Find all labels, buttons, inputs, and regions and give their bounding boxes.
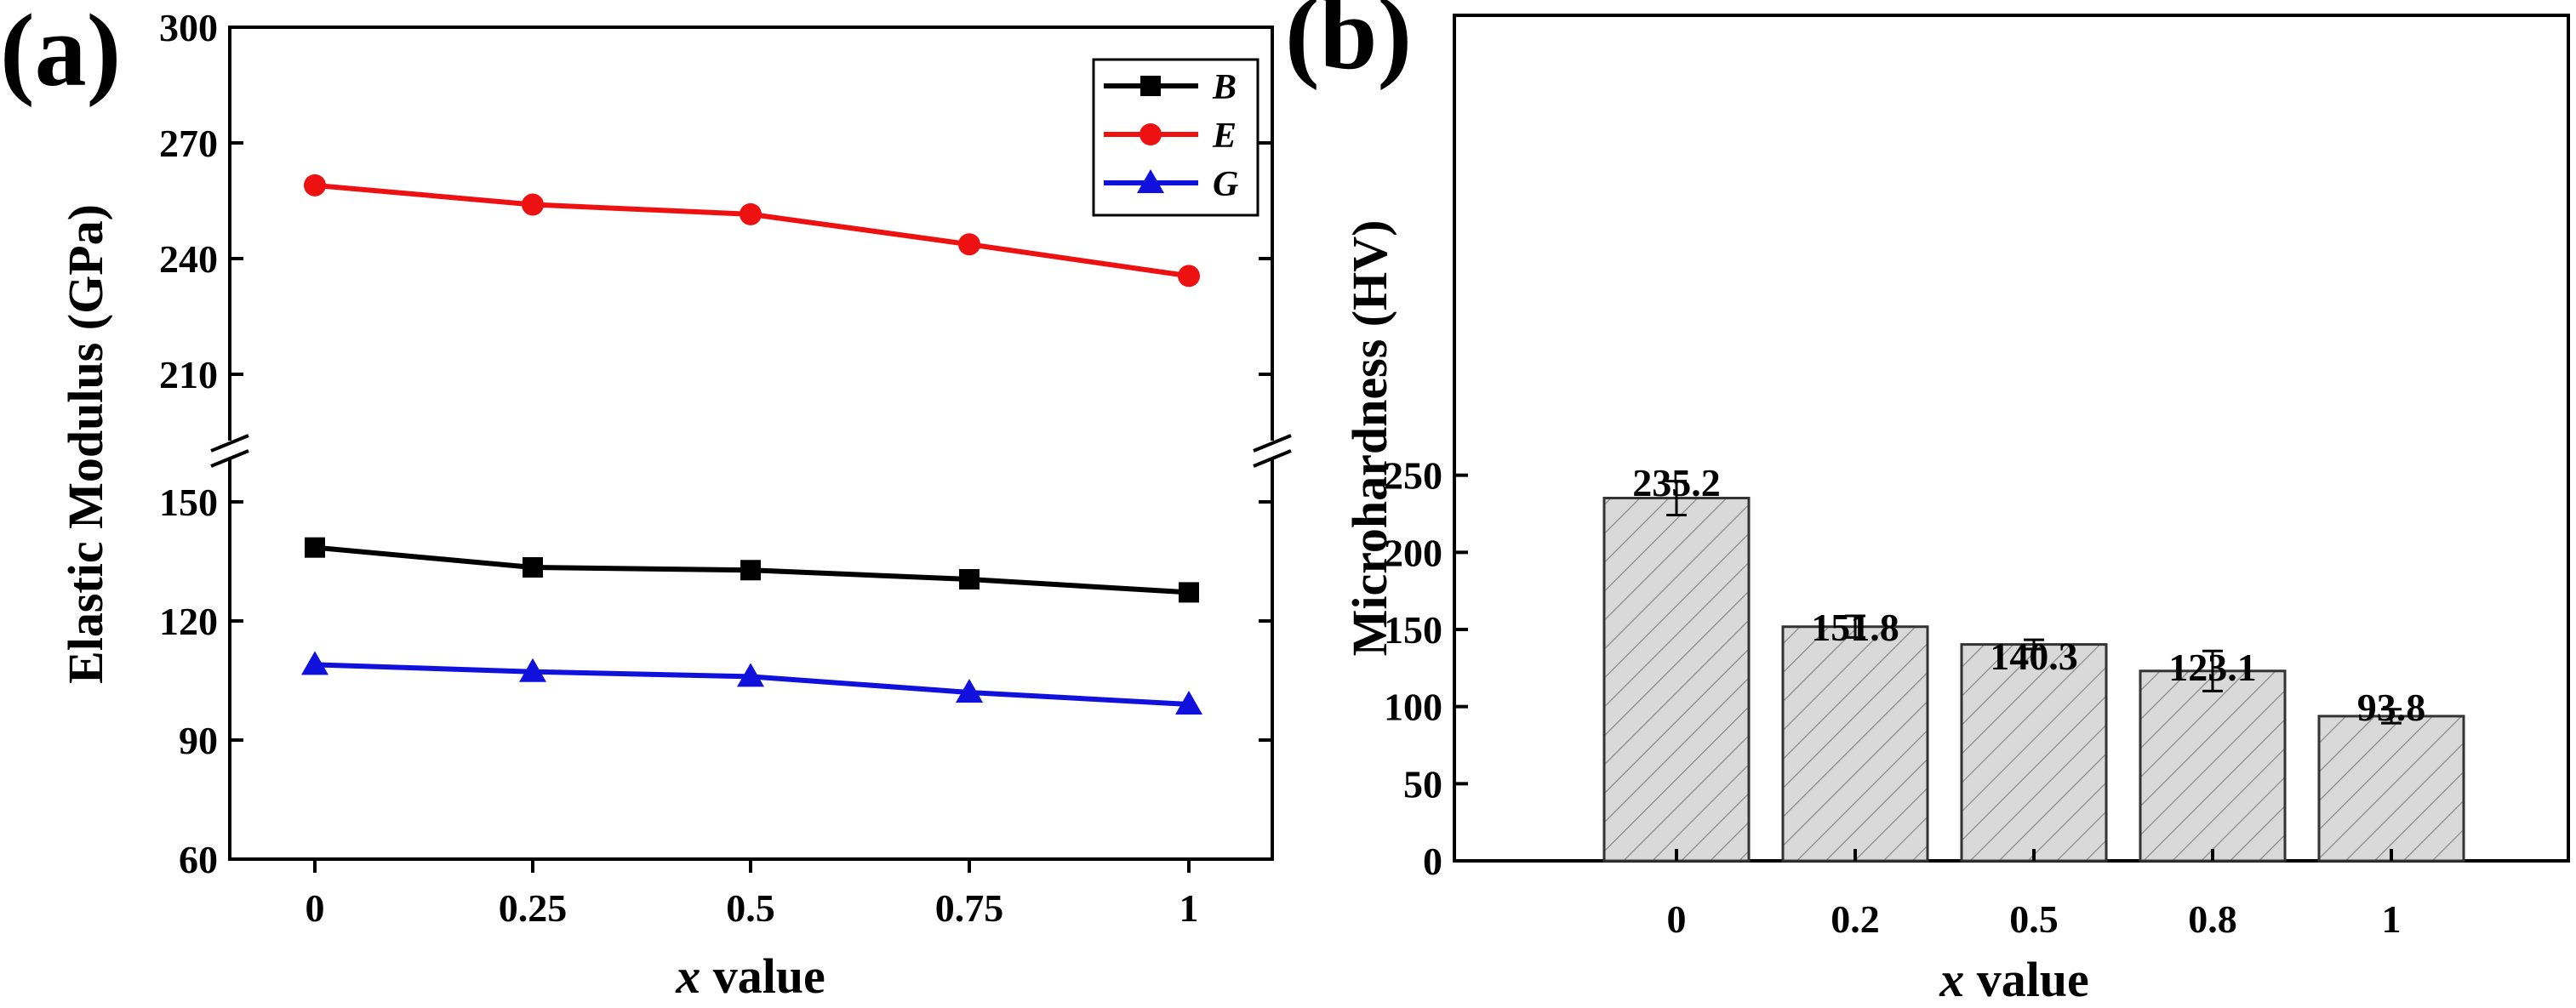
panel-b-y-tick-label: 250	[1384, 454, 1442, 498]
panel-a-x-tick-label: 1	[1179, 886, 1199, 930]
panel-a-y-tick-label: 150	[159, 481, 218, 524]
panel-a-y-ticks: 60 90 120 150 210 240 270 300	[159, 6, 1272, 881]
panel-a-point-b	[305, 537, 325, 558]
panel-a-x-tick-label: 0.75	[935, 886, 1004, 930]
panel-a-axis-break-right	[1253, 434, 1292, 468]
panel-a-point-e	[1178, 265, 1200, 288]
panel-b-y-ticks: 0 50 100 150 200 250	[1384, 454, 1468, 883]
panel-b-bar	[2317, 715, 2465, 863]
panel-b-label: (b)	[1285, 0, 1412, 91]
panel-a-x-tick-label: 0.5	[726, 886, 775, 930]
panel-a-series-e	[304, 174, 1200, 288]
legend-marker-e	[1139, 123, 1162, 145]
panel-b-x-axis-title: x value	[1939, 952, 2089, 1007]
panel-a-point-b	[523, 557, 543, 578]
panel-a-point-b	[959, 569, 980, 589]
panel-a-point-e	[740, 202, 762, 225]
panel-a-axis-break-left	[210, 434, 249, 468]
panel-a-point-b	[1179, 582, 1199, 603]
panel-b-bars: 235.2 151.8 140.3 123.1 93.8	[1602, 461, 2465, 863]
panel-b-bar-value-label: 93.8	[2357, 686, 2426, 729]
panel-a-x-ticks: 0 0.25 0.5 0.75 1	[306, 859, 1199, 930]
panel-a-point-e	[522, 193, 544, 216]
legend-item-e: E	[1104, 117, 1237, 156]
panel-b-y-tick-label: 0	[1423, 840, 1442, 883]
panel-a-point-g	[956, 679, 983, 703]
panel-b-bar	[1602, 497, 1751, 863]
panel-b-y-tick-label: 100	[1384, 686, 1442, 729]
panel-b-bar-group: 123.1	[2139, 646, 2287, 863]
panel-a-point-g	[301, 651, 328, 675]
panel-a-point-e	[958, 233, 980, 256]
legend-label-e: E	[1212, 117, 1237, 156]
panel-b-bar	[2139, 669, 2287, 863]
legend-item-g: G	[1104, 165, 1238, 204]
legend-marker-b	[1140, 76, 1161, 96]
panel-a-point-b	[740, 560, 761, 581]
panel-b-y-axis-title: Microhardness (HV)	[1342, 220, 1397, 657]
legend-item-b: B	[1104, 68, 1237, 107]
panel-b-bar-value-label: 140.3	[1990, 635, 2078, 678]
legend-label-g: G	[1213, 165, 1238, 204]
panel-a-x-tick-label: 0.25	[499, 886, 568, 930]
panel-a-point-g	[737, 663, 764, 687]
legend-marker-g	[1137, 169, 1164, 193]
panel-a-label: (a)	[0, 0, 121, 108]
panel-b-bar-value-label: 235.2	[1632, 461, 1721, 504]
panel-b-x-tick-label: 0.5	[2009, 897, 2059, 941]
panel-b-bar-group: 140.3	[1960, 635, 2108, 863]
panel-b-x-tick-label: 1	[2382, 897, 2402, 941]
panel-a-y-tick-label: 300	[159, 6, 218, 49]
panel-b-y-tick-label: 150	[1384, 608, 1442, 652]
legend-label-b: B	[1212, 68, 1237, 107]
panel-b-bar	[1781, 625, 1929, 863]
panel-b-bar-group: 93.8	[2317, 686, 2465, 863]
panel-b-bar-chart: (b) 0 50 100 150 200 250 235.2 151.8 140.3 123.1…	[1285, 0, 2570, 1007]
panel-b-y-tick-label: 200	[1384, 531, 1442, 574]
panel-b-bar-value-label: 123.1	[2168, 646, 2257, 689]
panel-a-legend: BEG	[1092, 58, 1259, 217]
panel-a-series-g	[301, 651, 1202, 715]
panel-a-series	[301, 174, 1202, 715]
panel-b-x-tick-label: 0	[1667, 897, 1687, 941]
panel-a-line-chart: (a) 60 90 120 150 210 240 270 300 0 0.25 0.5 0.75 1…	[0, 0, 1292, 1004]
panel-a-y-tick-label: 270	[159, 122, 218, 165]
panel-b-x-ticks: 0 0.2 0.5 0.8 1	[1667, 849, 2402, 941]
panel-b-bar-value-label: 151.8	[1811, 606, 1899, 649]
panel-a-x-axis-title: x value	[675, 948, 825, 1004]
panel-b-bar-group: 151.8	[1781, 606, 1929, 863]
panel-a-series-b	[305, 537, 1199, 603]
panel-a-y-tick-label: 240	[159, 237, 218, 281]
panel-b-x-tick-label: 0.8	[2188, 897, 2237, 941]
panel-b-bar	[1960, 643, 2108, 863]
panel-b-x-tick-label: 0.2	[1831, 897, 1880, 941]
panel-b-bar-group: 235.2	[1602, 461, 1751, 863]
panel-a-y-axis-title: Elastic Modulus (GPa)	[58, 204, 113, 684]
panel-a-y-tick-label: 60	[179, 838, 218, 881]
panel-a-x-tick-label: 0	[306, 886, 325, 930]
panel-a-point-g	[1175, 691, 1202, 715]
panel-a-y-tick-label: 210	[159, 353, 218, 396]
panel-a-y-tick-label: 90	[179, 719, 218, 762]
panel-a-line-e	[314, 182, 1190, 279]
panel-b-y-tick-label: 50	[1403, 762, 1442, 806]
panel-a-point-g	[519, 658, 546, 682]
panel-a-y-tick-label: 120	[159, 600, 218, 643]
panel-a-point-e	[304, 174, 326, 196]
